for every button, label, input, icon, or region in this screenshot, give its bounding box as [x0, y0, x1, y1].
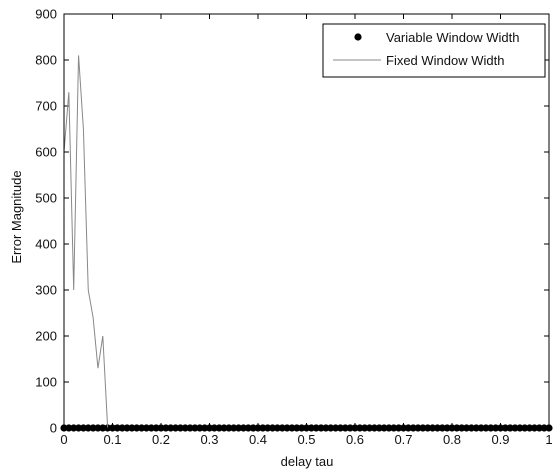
x-tick-label: 0.1 — [103, 432, 121, 447]
y-axis-label: Error Magnitude — [9, 170, 24, 263]
x-tick-label: 0.2 — [152, 432, 170, 447]
y-tick-label: 200 — [35, 329, 57, 344]
legend-label-fixed-window-width: Fixed Window Width — [386, 53, 504, 68]
legend: Variable Window Width Fixed Window Width — [322, 23, 546, 78]
y-tick-label: 600 — [35, 145, 57, 160]
x-tick-label: 1 — [545, 432, 552, 447]
x-tick-label: 0.3 — [200, 432, 218, 447]
x-tick-label: 0.8 — [443, 432, 461, 447]
x-tick-label: 0.9 — [491, 432, 509, 447]
legend-marker-variable-window-width — [354, 33, 362, 41]
x-axis-ticks: 0 0.1 0.2 0.3 0.4 0.5 0.6 0.7 0.8 0.9 1 — [60, 14, 553, 447]
series-layer — [60, 55, 553, 432]
legend-label-variable-window-width: Variable Window Width — [386, 30, 519, 45]
x-tick-label: 0.6 — [346, 432, 364, 447]
x-tick-label: 0 — [60, 432, 67, 447]
series-line-fixed-window-width — [63, 55, 549, 429]
y-tick-label: 0 — [50, 421, 57, 436]
x-axis-label: delay tau — [281, 454, 334, 469]
y-tick-label: 100 — [35, 375, 57, 390]
y-tick-label: 500 — [35, 191, 57, 206]
x-tick-label: 0.4 — [249, 432, 267, 447]
y-tick-label: 300 — [35, 283, 57, 298]
legend-box — [322, 23, 546, 78]
x-tick-label: 0.7 — [394, 432, 412, 447]
y-tick-label: 700 — [35, 99, 57, 114]
plot-frame — [63, 13, 550, 429]
y-axis-ticks: 0 100 200 300 400 500 600 700 800 900 — [35, 7, 549, 436]
y-tick-label: 900 — [35, 7, 57, 22]
y-tick-label: 400 — [35, 237, 57, 252]
x-tick-label: 0.5 — [297, 432, 315, 447]
y-tick-label: 800 — [35, 53, 57, 68]
